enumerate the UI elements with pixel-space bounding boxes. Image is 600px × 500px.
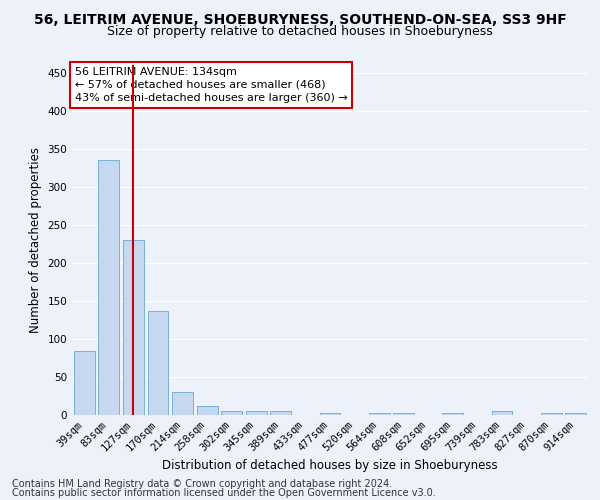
Bar xyxy=(491,411,512,415)
Bar xyxy=(74,351,95,415)
Bar xyxy=(541,414,562,415)
Y-axis label: Number of detached properties: Number of detached properties xyxy=(29,147,42,333)
Bar xyxy=(172,392,193,415)
Bar xyxy=(442,412,463,415)
Bar xyxy=(197,406,218,415)
Bar xyxy=(271,411,292,415)
Bar xyxy=(320,412,340,415)
Text: Size of property relative to detached houses in Shoeburyness: Size of property relative to detached ho… xyxy=(107,25,493,38)
Bar xyxy=(368,412,389,415)
Bar xyxy=(393,414,414,415)
Bar xyxy=(565,412,586,415)
Bar xyxy=(123,240,144,415)
Text: 56, LEITRIM AVENUE, SHOEBURYNESS, SOUTHEND-ON-SEA, SS3 9HF: 56, LEITRIM AVENUE, SHOEBURYNESS, SOUTHE… xyxy=(34,12,566,26)
Bar xyxy=(98,160,119,415)
Bar xyxy=(148,311,169,415)
Bar xyxy=(246,411,267,415)
X-axis label: Distribution of detached houses by size in Shoeburyness: Distribution of detached houses by size … xyxy=(162,459,498,472)
Bar xyxy=(221,411,242,415)
Text: 56 LEITRIM AVENUE: 134sqm
← 57% of detached houses are smaller (468)
43% of semi: 56 LEITRIM AVENUE: 134sqm ← 57% of detac… xyxy=(74,66,347,103)
Text: Contains public sector information licensed under the Open Government Licence v3: Contains public sector information licen… xyxy=(12,488,436,498)
Text: Contains HM Land Registry data © Crown copyright and database right 2024.: Contains HM Land Registry data © Crown c… xyxy=(12,479,392,489)
